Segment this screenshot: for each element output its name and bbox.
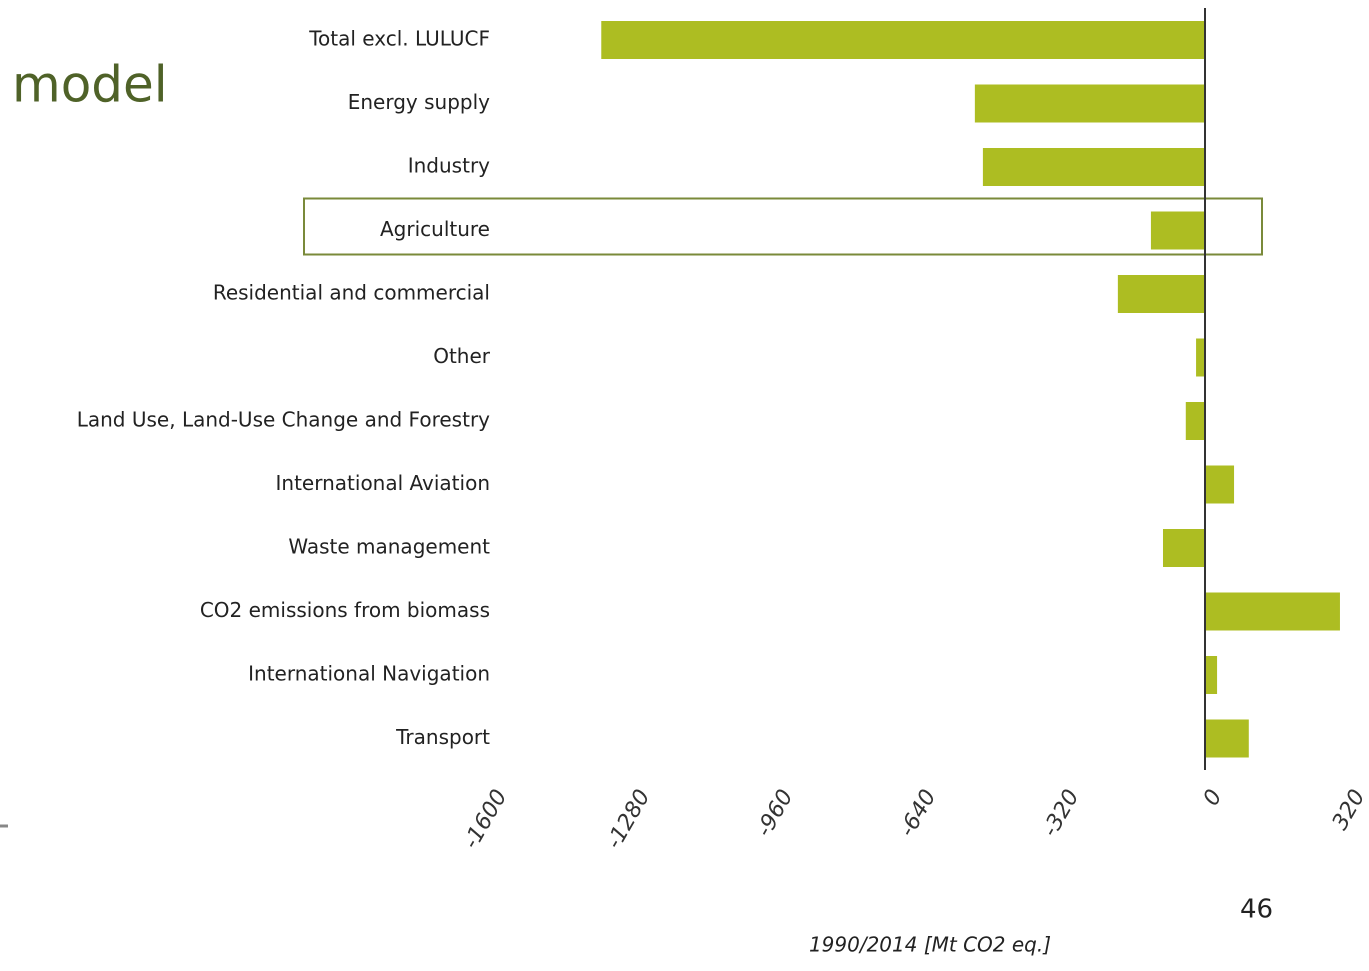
- y-tick-label: Energy supply: [348, 90, 490, 114]
- x-tick-label: 320: [1328, 786, 1369, 835]
- bar: [1205, 592, 1340, 631]
- bar: [982, 148, 1205, 186]
- bar: [1185, 402, 1205, 440]
- page-number: 46: [1240, 895, 1273, 925]
- x-tick-label: -640: [895, 786, 942, 842]
- bar: [1205, 719, 1249, 758]
- bar: [1205, 465, 1235, 504]
- x-tick-label: 0: [1199, 786, 1228, 811]
- y-tick-label: Total excl. LULUCF: [308, 27, 490, 51]
- y-tick-label: CO2 emissions from biomass: [200, 598, 490, 622]
- y-tick-label: Industry: [408, 154, 490, 178]
- bar: [601, 21, 1205, 59]
- x-tick-label: -320: [1038, 786, 1085, 842]
- x-axis-label: 1990/2014 [Mt CO2 eq.]: [809, 933, 1051, 957]
- slide-title: model: [12, 56, 168, 114]
- bar: [1196, 338, 1205, 377]
- y-tick-label: International Navigation: [248, 662, 490, 686]
- bar: [1150, 211, 1205, 250]
- y-tick-label: Other: [433, 344, 491, 368]
- y-tick-label: Waste management: [288, 535, 490, 559]
- x-tick-label: -960: [752, 786, 799, 842]
- y-tick-label: Transport: [395, 725, 490, 749]
- y-tick-label: Agriculture: [380, 217, 490, 241]
- y-tick-label: International Aviation: [276, 471, 490, 495]
- x-tick-label: -1600: [459, 786, 513, 854]
- highlight-box: [303, 197, 1263, 256]
- bar: [974, 84, 1205, 123]
- bar: [1205, 656, 1218, 694]
- y-tick-label: Residential and commercial: [213, 281, 490, 305]
- x-tick-label: -1280: [602, 786, 656, 854]
- y-tick-label: Land Use, Land-Use Change and Forestry: [77, 408, 490, 432]
- bar: [1117, 275, 1205, 313]
- bar: [1162, 529, 1205, 567]
